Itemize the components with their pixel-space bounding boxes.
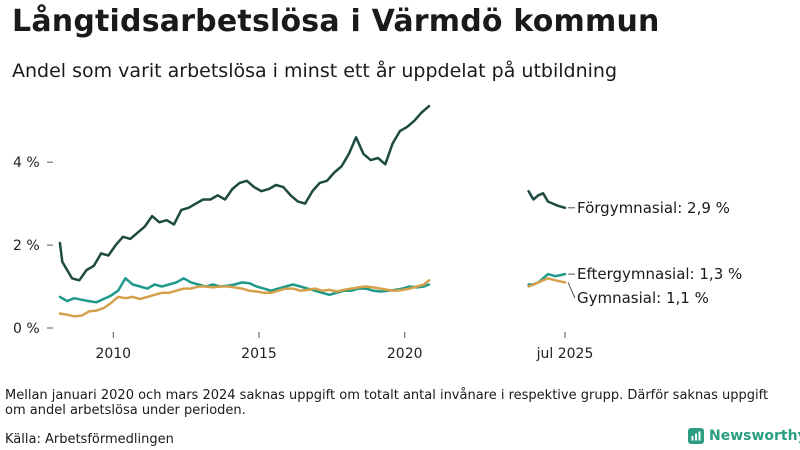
source-note: Källa: Arbetsförmedlingen bbox=[5, 432, 174, 447]
y-tick-label: 0 % bbox=[13, 321, 40, 337]
end-label-leader bbox=[567, 282, 576, 299]
series-line-gymnasial bbox=[527, 277, 567, 288]
x-tick-label: 2015 bbox=[241, 346, 277, 362]
series-lines bbox=[58, 104, 567, 318]
series-end-labels: Förgymnasial: 2,9 % Eftergymnasial: 1,3 %… bbox=[567, 199, 742, 307]
x-axis: 2010 2015 2020 jul 2025 bbox=[95, 332, 593, 362]
series-line-förgymnasial bbox=[527, 189, 567, 210]
end-label-eftergymnasial: Eftergymnasial: 1,3 % bbox=[577, 265, 742, 283]
series-line-förgymnasial bbox=[58, 104, 431, 282]
page-title: Långtidsarbetslösa i Värmdö kommun bbox=[12, 4, 660, 39]
brand-name: Newsworthy bbox=[709, 428, 800, 444]
brand-logo: Newsworthy bbox=[688, 428, 800, 444]
y-axis: 0 % 2 % 4 % bbox=[13, 155, 53, 337]
bar-chart-icon bbox=[688, 428, 704, 444]
page-subtitle: Andel som varit arbetslösa i minst ett å… bbox=[12, 60, 618, 82]
y-tick-label: 4 % bbox=[13, 155, 40, 171]
end-label-gymnasial: Gymnasial: 1,1 % bbox=[577, 289, 709, 307]
series-line-eftergymnasial bbox=[58, 277, 431, 304]
end-label-förgymnasial: Förgymnasial: 2,9 % bbox=[577, 199, 730, 217]
x-tick-label: 2010 bbox=[95, 346, 131, 362]
y-tick-label: 2 % bbox=[13, 238, 40, 254]
x-tick-label: jul 2025 bbox=[536, 346, 594, 362]
x-tick-label: 2020 bbox=[387, 346, 423, 362]
series-line-gymnasial bbox=[58, 279, 431, 318]
footnote: Mellan januari 2020 och mars 2024 saknas… bbox=[5, 388, 769, 418]
